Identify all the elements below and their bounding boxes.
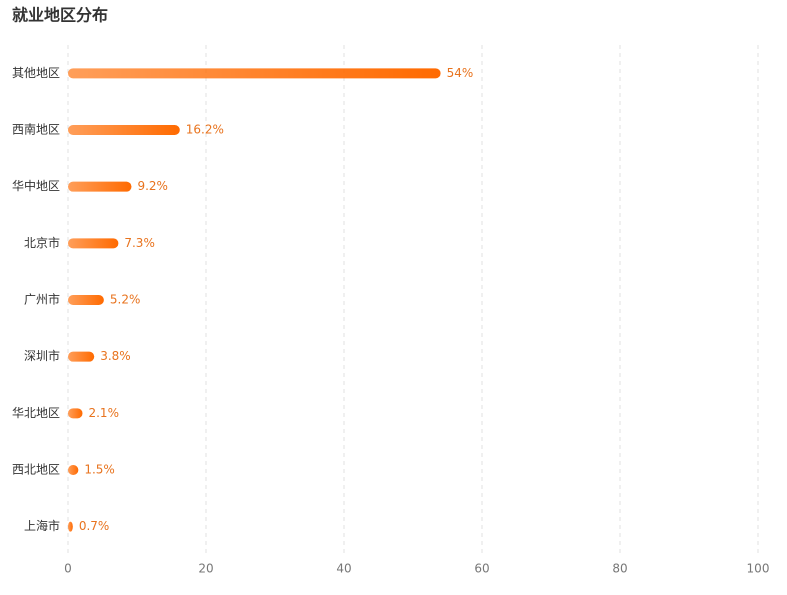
x-tick-label: 100 (747, 562, 770, 576)
bar (68, 351, 95, 362)
value-label: 1.5% (84, 463, 115, 477)
y-tick-label: 其他地区 (12, 66, 60, 80)
value-label: 16.2% (186, 123, 224, 137)
bar (68, 68, 441, 79)
x-tick-label: 80 (612, 562, 627, 576)
value-label: 9.2% (137, 179, 168, 193)
value-label: 0.7% (79, 519, 110, 533)
value-label: 7.3% (124, 236, 154, 250)
y-tick-label: 北京市 (24, 235, 60, 250)
bar (68, 295, 104, 305)
x-tick-label: 20 (198, 562, 213, 576)
x-tick-label: 40 (336, 562, 351, 576)
y-tick-label: 深圳市 (24, 348, 60, 363)
chart-title: 就业地区分布 (12, 6, 108, 25)
y-tick-label: 广州市 (24, 292, 60, 307)
value-label: 3.8% (100, 349, 131, 363)
y-tick-label: 华北地区 (12, 406, 60, 420)
x-tick-label: 60 (474, 562, 489, 576)
bar (68, 181, 132, 192)
x-tick-label: 0 (64, 562, 72, 576)
bar (68, 408, 83, 419)
value-label: 54% (447, 66, 474, 80)
y-tick-label: 上海市 (24, 518, 60, 533)
y-tick-label: 西南地区 (12, 122, 60, 137)
bar (68, 521, 73, 532)
value-label: 2.1% (88, 406, 119, 420)
bar (68, 125, 180, 135)
y-tick-label: 华中地区 (12, 178, 60, 193)
bar (68, 465, 79, 475)
y-tick-label: 西北地区 (12, 463, 60, 477)
value-label: 5.2% (110, 293, 141, 307)
bar (68, 238, 119, 249)
